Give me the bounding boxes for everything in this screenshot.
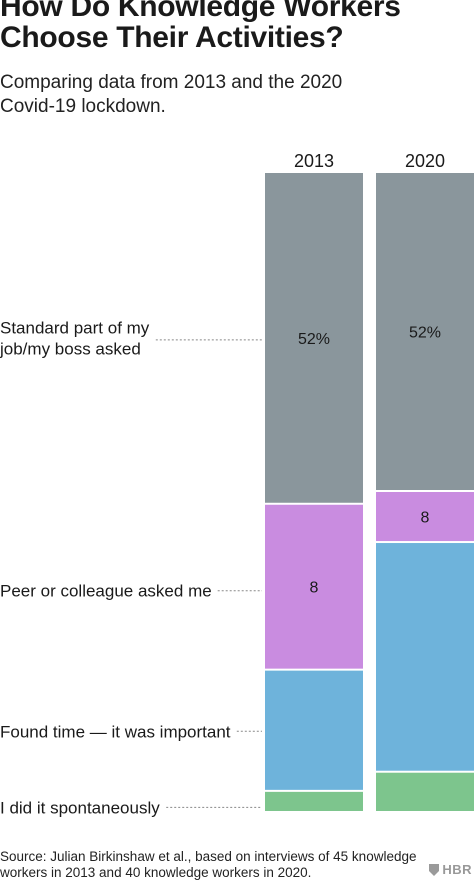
data-label-2013-1: 8 (310, 580, 319, 597)
row-label-1: Peer or colleague asked me (0, 582, 212, 601)
source-note: Source: Julian Birkinshaw et al., based … (0, 849, 417, 880)
category-label-2020: 2020 (405, 151, 445, 171)
bar-segment-2013-1 (265, 504, 363, 669)
row-label-2: Found time — it was important (0, 722, 231, 741)
bar-segment-2020-2 (376, 543, 474, 771)
row-label-3: I did it spontaneously (0, 798, 160, 817)
bar-segment-2020-1 (376, 492, 474, 542)
shield-icon (429, 863, 440, 876)
chart-subtitle: Comparing data from 2013 and the 2020 Co… (0, 72, 343, 117)
row-label-0: Standard part of my job/my boss asked (0, 318, 150, 358)
row-label-line: job/my boss asked (0, 339, 141, 358)
data-label-2020-0: 52% (409, 325, 441, 342)
bar-segment-2013-0 (265, 173, 363, 503)
brand-logo: HBR (429, 862, 472, 877)
stacked-bar-chart: 2013 52% 8 2020 52% 8 Standard part of my job/m… (0, 151, 474, 817)
bar-segment-2013-2 (265, 670, 363, 790)
bar-segment-2020-3 (376, 772, 474, 811)
chart-title: How Do Knowledge Workers Choose Their Ac… (0, 0, 401, 54)
data-label-2020-1: 8 (421, 510, 430, 527)
bar-segment-2013-3 (265, 791, 363, 811)
data-label-2013-0: 52% (298, 331, 330, 348)
row-label-line: Standard part of my (0, 318, 150, 337)
brand-name: HBR (442, 862, 472, 877)
bar-segment-2020-0 (376, 173, 474, 490)
row-label-line: Peer or colleague asked me (0, 582, 212, 601)
category-label-2013: 2013 (294, 151, 334, 171)
row-label-line: Found time — it was important (0, 722, 231, 741)
row-label-line: I did it spontaneously (0, 798, 160, 817)
